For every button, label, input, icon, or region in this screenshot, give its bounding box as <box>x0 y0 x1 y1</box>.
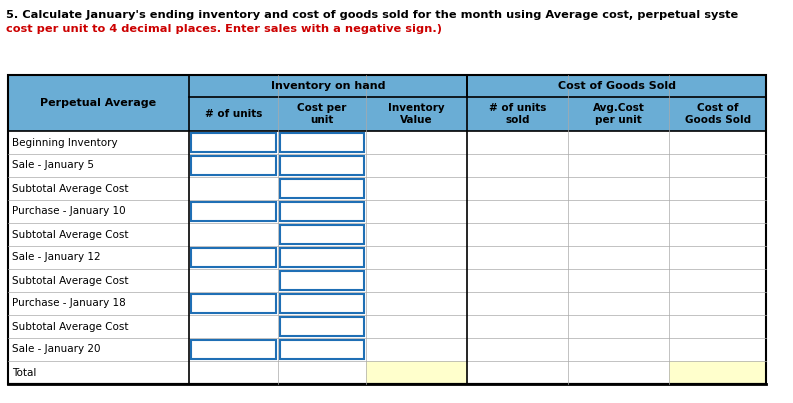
Bar <box>8 131 766 154</box>
Text: Sale - January 12: Sale - January 12 <box>12 253 101 262</box>
Bar <box>279 156 364 175</box>
Bar <box>8 200 766 223</box>
Text: Avg.Cost
per unit: Avg.Cost per unit <box>592 103 645 125</box>
Bar <box>191 294 275 313</box>
Bar <box>279 133 364 152</box>
Text: Subtotal Average Cost: Subtotal Average Cost <box>12 322 128 332</box>
Text: # of units
sold: # of units sold <box>488 103 546 125</box>
Text: Subtotal Average Cost: Subtotal Average Cost <box>12 183 128 193</box>
Bar <box>191 133 275 152</box>
Text: Inventory
Value: Inventory Value <box>388 103 445 125</box>
Text: Total: Total <box>12 368 36 378</box>
Text: Subtotal Average Cost: Subtotal Average Cost <box>12 276 128 285</box>
Text: 5. Calculate January's ending inventory and cost of goods sold for the month usi: 5. Calculate January's ending inventory … <box>6 10 738 20</box>
Bar <box>8 269 766 292</box>
Bar <box>8 154 766 177</box>
Bar <box>8 75 766 384</box>
Bar <box>8 338 766 361</box>
Bar <box>191 156 275 175</box>
Text: Beginning Inventory: Beginning Inventory <box>12 137 117 147</box>
Bar <box>8 361 766 384</box>
Bar <box>279 225 364 244</box>
Bar <box>366 361 467 384</box>
Bar <box>8 223 766 246</box>
Bar <box>8 75 766 131</box>
Bar <box>279 340 364 359</box>
Text: Inventory on hand: Inventory on hand <box>270 81 385 91</box>
Text: Sale - January 5: Sale - January 5 <box>12 160 94 170</box>
Bar <box>279 317 364 336</box>
Bar <box>279 202 364 221</box>
Bar <box>279 179 364 198</box>
Text: # of units: # of units <box>205 109 262 119</box>
Text: Cost of Goods Sold: Cost of Goods Sold <box>557 81 676 91</box>
Bar <box>191 202 275 221</box>
Text: Purchase - January 10: Purchase - January 10 <box>12 206 125 216</box>
Bar <box>279 271 364 290</box>
Text: Cost of
Goods Sold: Cost of Goods Sold <box>684 103 751 125</box>
Text: Cost per
unit: Cost per unit <box>297 103 347 125</box>
Bar <box>191 248 275 267</box>
Bar <box>191 340 275 359</box>
Text: Purchase - January 18: Purchase - January 18 <box>12 299 126 309</box>
Bar <box>8 246 766 269</box>
Text: cost per unit to 4 decimal places. Enter sales with a negative sign.): cost per unit to 4 decimal places. Enter… <box>6 24 442 34</box>
Text: Perpetual Average: Perpetual Average <box>40 98 156 108</box>
Text: Subtotal Average Cost: Subtotal Average Cost <box>12 229 128 239</box>
Bar <box>279 294 364 313</box>
Bar <box>8 315 766 338</box>
Bar <box>8 177 766 200</box>
Text: Sale - January 20: Sale - January 20 <box>12 345 101 355</box>
Bar <box>279 248 364 267</box>
Bar <box>8 292 766 315</box>
Bar <box>669 361 766 384</box>
